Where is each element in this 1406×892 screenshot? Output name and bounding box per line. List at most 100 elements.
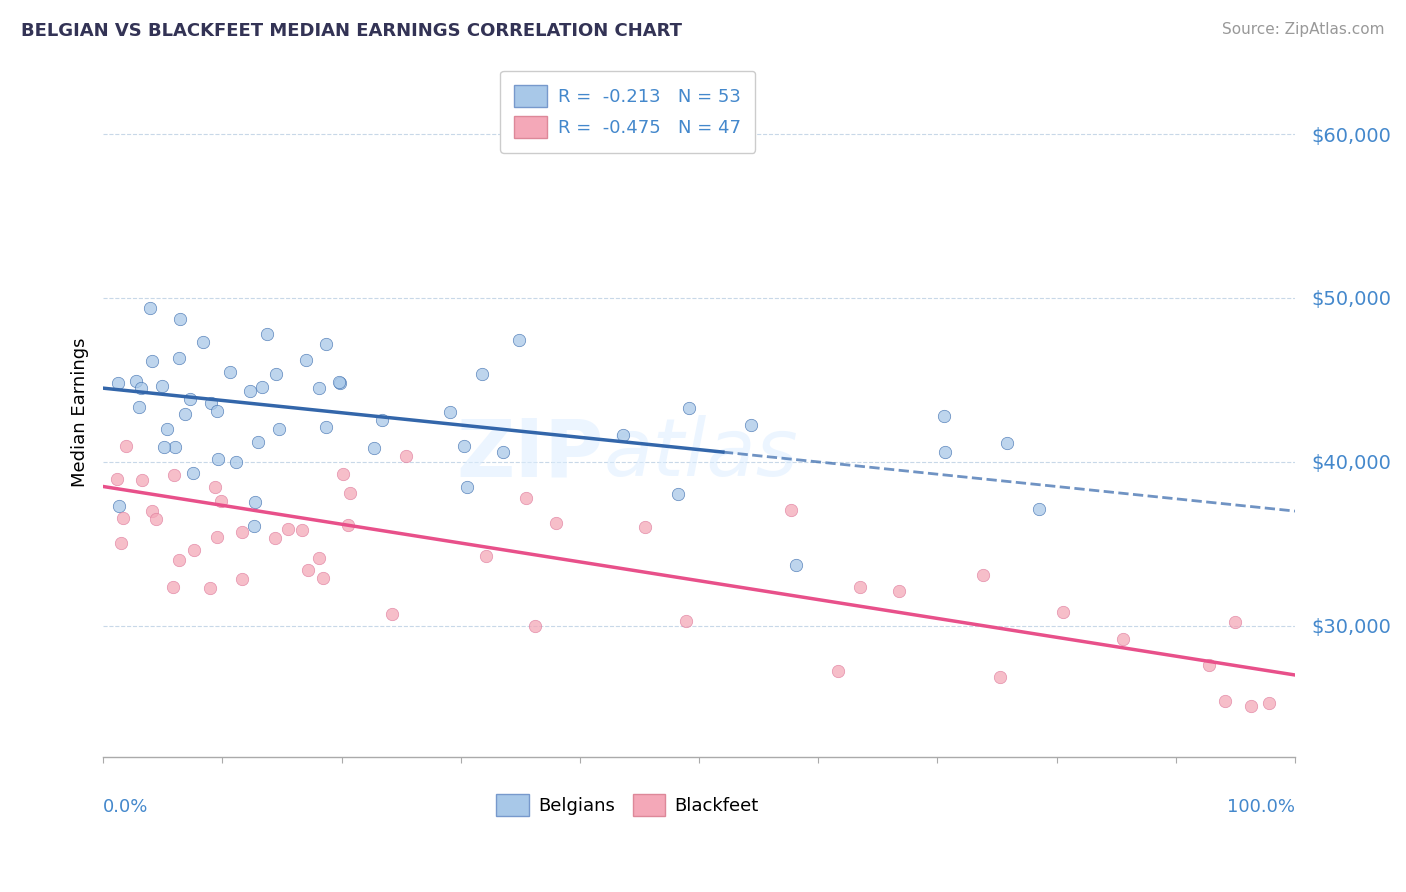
Point (297, 563, 319, 577)
Point (247, 435, 270, 450)
Point (492, 445, 515, 459)
Point (207, 451, 229, 466)
Point (1258, 696, 1281, 710)
Point (779, 503, 801, 517)
Point (145, 512, 167, 526)
Point (205, 530, 228, 544)
Point (204, 480, 226, 494)
Point (988, 671, 1011, 685)
Point (363, 441, 385, 455)
Point (336, 517, 359, 532)
Point (1213, 694, 1236, 708)
Point (231, 572, 253, 586)
Point (508, 333, 530, 347)
Point (849, 580, 872, 594)
Point (181, 466, 204, 480)
Point (231, 525, 253, 540)
Point (1198, 658, 1220, 673)
Point (112, 511, 135, 525)
Point (105, 472, 128, 486)
Point (1223, 615, 1246, 629)
Point (456, 480, 478, 494)
Point (1112, 632, 1135, 646)
Point (475, 549, 498, 563)
Point (471, 367, 494, 381)
Point (889, 583, 911, 598)
Point (114, 439, 136, 453)
Legend: Belgians, Blackfeet: Belgians, Blackfeet (489, 787, 766, 823)
Point (524, 619, 547, 633)
Point (125, 375, 148, 389)
Point (308, 381, 330, 395)
Text: Source: ZipAtlas.com: Source: ZipAtlas.com (1222, 22, 1385, 37)
Point (453, 439, 475, 453)
Y-axis label: Median Earnings: Median Earnings (72, 338, 89, 488)
Point (128, 401, 150, 415)
Point (932, 409, 955, 424)
Point (315, 420, 337, 434)
Point (162, 580, 184, 594)
Point (371, 413, 394, 427)
Point (163, 468, 186, 483)
Point (339, 486, 361, 500)
Point (439, 405, 461, 419)
Point (308, 551, 330, 566)
Point (153, 440, 176, 454)
Point (678, 401, 700, 415)
Point (827, 665, 849, 679)
Point (315, 336, 337, 351)
Point (169, 311, 191, 326)
Text: 0.0%: 0.0% (103, 798, 149, 816)
Point (329, 376, 352, 391)
Point (1052, 605, 1074, 619)
Point (156, 422, 179, 436)
Point (675, 615, 697, 629)
Text: ZIP: ZIP (457, 415, 603, 493)
Point (193, 334, 215, 349)
Point (205, 404, 228, 418)
Point (1028, 502, 1050, 516)
Point (225, 455, 247, 469)
Point (740, 417, 762, 432)
Point (243, 495, 266, 509)
Point (219, 365, 242, 379)
Point (612, 428, 634, 442)
Point (107, 500, 129, 514)
Point (239, 384, 262, 398)
Point (250, 380, 273, 394)
Point (107, 376, 129, 391)
Point (242, 519, 264, 533)
Point (138, 301, 160, 315)
Point (544, 516, 567, 531)
Text: 100.0%: 100.0% (1227, 798, 1295, 816)
Text: atlas: atlas (603, 415, 799, 493)
Point (264, 531, 287, 545)
Point (209, 494, 232, 508)
Point (934, 445, 956, 459)
Point (267, 421, 290, 435)
Point (110, 536, 132, 550)
Point (174, 407, 197, 421)
Point (515, 491, 537, 505)
Point (332, 467, 354, 482)
Point (129, 382, 152, 396)
Point (131, 473, 153, 487)
Point (785, 558, 807, 572)
Point (141, 504, 163, 518)
Point (995, 436, 1018, 450)
Point (312, 571, 335, 585)
Point (1240, 698, 1263, 713)
Point (266, 367, 288, 381)
Point (666, 487, 689, 501)
Point (167, 553, 190, 567)
Point (200, 396, 222, 410)
Point (141, 354, 163, 368)
Point (165, 440, 187, 454)
Point (277, 522, 299, 536)
Point (290, 524, 312, 538)
Point (150, 379, 173, 393)
Point (256, 326, 278, 341)
Point (167, 351, 190, 366)
Point (328, 375, 350, 389)
Point (972, 567, 994, 582)
